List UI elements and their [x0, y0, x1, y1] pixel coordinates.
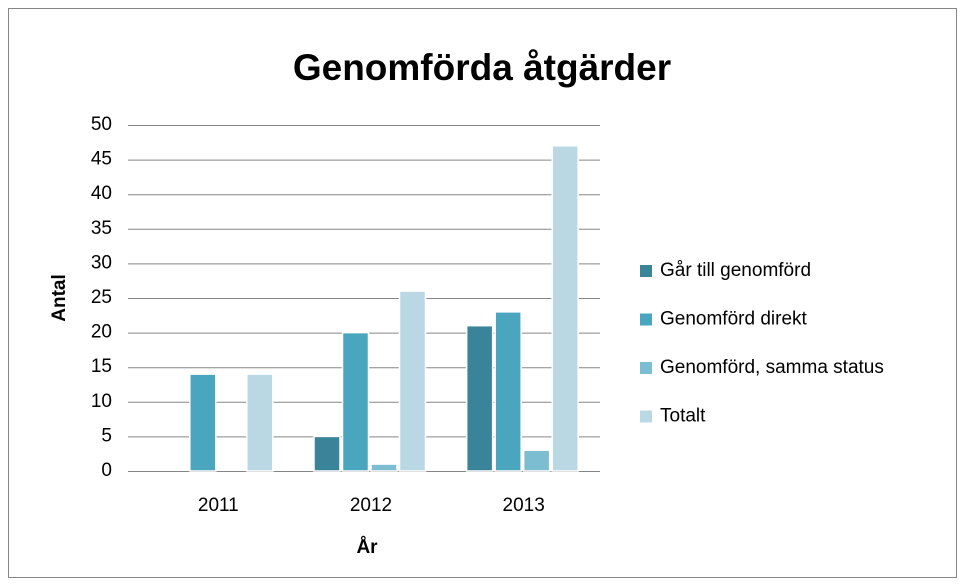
- y-tick-label: 5: [101, 425, 112, 446]
- legend-label: Går till genomförd: [660, 260, 811, 281]
- y-tick-label: 20: [91, 322, 112, 343]
- y-tick-label: 40: [91, 183, 112, 204]
- chart-title: Genomförda åtgärder: [293, 47, 671, 88]
- y-tick-label: 0: [101, 460, 112, 481]
- bar: [494, 311, 522, 472]
- x-tick-label: 2011: [198, 495, 239, 516]
- y-tick-label: 25: [91, 287, 112, 308]
- x-tick-label: 2013: [503, 495, 545, 516]
- x-tick-label: 2012: [350, 495, 392, 516]
- legend-swatch: [640, 410, 652, 423]
- legend-label: Genomförd, samma status: [660, 357, 884, 378]
- y-tick-label: 10: [91, 391, 112, 412]
- y-tick-label: 30: [91, 252, 112, 273]
- legend-swatch: [640, 265, 652, 277]
- bar: [465, 324, 494, 472]
- bar: [341, 331, 370, 472]
- bar: [522, 449, 551, 472]
- y-tick-label: 45: [91, 149, 112, 170]
- bar: [370, 463, 398, 472]
- bar: [189, 373, 217, 472]
- bar: [551, 145, 579, 472]
- bar: [398, 290, 427, 472]
- y-tick-label: 15: [91, 356, 112, 377]
- chart-border: [8, 8, 957, 578]
- legend-label: Genomförd direkt: [660, 309, 808, 330]
- x-axis-title: År: [356, 537, 378, 558]
- y-tick-label: 35: [91, 218, 112, 239]
- y-tick-label: 50: [91, 114, 112, 135]
- y-axis-title: Antal: [49, 274, 70, 322]
- legend-label: Totalt: [660, 406, 706, 427]
- legend-swatch: [640, 313, 652, 326]
- bar: [246, 373, 274, 472]
- bar: [313, 435, 341, 472]
- legend-swatch: [640, 362, 652, 374]
